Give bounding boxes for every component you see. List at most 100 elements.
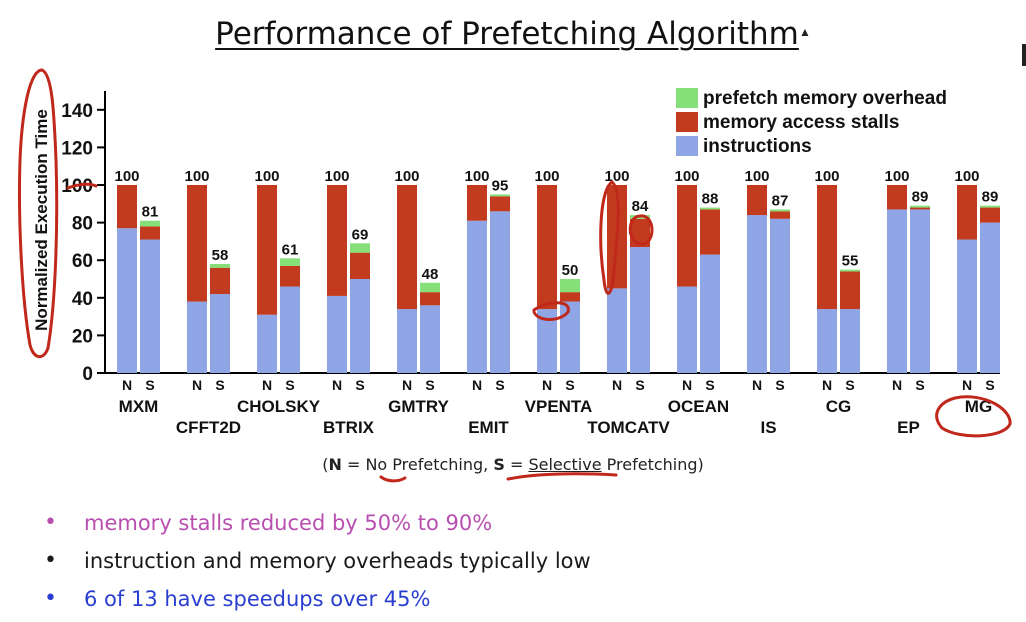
bar-segment-stalls [560,292,580,302]
bar-segment-stalls [957,185,977,240]
bar-total-label: 48 [422,266,439,283]
bar-segment-stalls [397,185,417,310]
bullet-dot-icon: • [44,510,57,535]
bar-x-label: N [682,377,692,393]
bar-x-label: S [355,377,364,393]
bullet-dot-icon: • [44,548,57,573]
bar-segment-stalls [117,185,137,229]
bar-x-label: S [635,377,644,393]
category-label: MG [965,397,992,416]
category-label: CFFT2D [176,418,241,437]
bar-segment-instructions [117,228,137,373]
bar-segment-instructions [840,309,860,373]
bar-x-label: S [775,377,784,393]
bar-total-label: 89 [912,189,929,206]
bar-segment-overhead [490,194,510,197]
bar-total-label: 100 [534,168,559,185]
bar-x-label: S [145,377,154,393]
bar-segment-instructions [700,254,720,373]
ink-underline-selective [506,472,618,481]
bar-segment-stalls [770,211,790,219]
y-tick-label: 120 [61,138,93,159]
y-axis-label: Normalized Execution Time [32,109,51,331]
bar-total-label: 69 [352,226,369,243]
bar-segment-instructions [467,220,487,373]
bar-segment-overhead [910,205,930,208]
y-tick-label: 140 [61,101,93,122]
bar-segment-instructions [537,309,557,373]
bar-segment-stalls [467,185,487,221]
bar-segment-instructions [980,222,1000,373]
ink-circle-vpenta [532,301,570,321]
bar-segment-stalls [980,207,1000,223]
bar-x-label: N [262,377,272,393]
bullet-item: • instruction and memory overheads typica… [40,546,591,584]
bar-segment-instructions [327,295,347,373]
bar-segment-stalls [280,265,300,287]
note-n-key: N [328,455,342,474]
bar-x-label: S [705,377,714,393]
bar-segment-instructions [210,294,230,373]
bar-total-label: 100 [184,168,209,185]
legend-label: memory access stalls [703,112,899,133]
note-s-text: Selective [528,455,602,474]
bar-segment-stalls [420,292,440,306]
bar-segment-stalls [350,252,370,279]
bar-segment-instructions [630,247,650,373]
bullet-list: • memory stalls reduced by 50% to 90% • in… [40,508,591,622]
slide-title: Performance of Prefetching Algorithm [215,16,799,52]
bar-x-label: N [402,377,412,393]
bar-segment-instructions [957,239,977,373]
bar-segment-instructions [770,218,790,373]
ink-mark-tomcatv-n [599,180,620,295]
note-n-text: No Prefetching [365,455,484,474]
bar-total-label: 100 [394,168,419,185]
bar-segment-stalls [490,196,510,212]
bar-segment-overhead [280,258,300,266]
bar-segment-overhead [840,269,860,272]
legend-swatch [676,112,698,132]
bar-x-label: N [822,377,832,393]
bar-segment-overhead [350,243,370,253]
bar-total-label: 100 [324,168,349,185]
bar-total-label: 100 [674,168,699,185]
category-label: BTRIX [323,418,375,437]
bar-segment-stalls [257,185,277,315]
bar-segment-instructions [607,288,627,373]
bar-total-label: 100 [744,168,769,185]
legend-note: (N = No Prefetching, S = Selective Prefe… [322,455,704,474]
y-tick-label: 20 [72,326,93,347]
bar-segment-instructions [910,209,930,373]
bar-segment-stalls [187,185,207,302]
bar-x-label: N [752,377,762,393]
legend-swatch [676,88,698,108]
bar-segment-instructions [677,286,697,373]
legend-swatch [676,136,698,156]
bar-total-label: 88 [702,191,719,208]
bullet-item: • 6 of 13 have speedups over 45% [40,584,591,622]
y-tick-label: 40 [72,289,93,310]
ink-circle-tomcatv-s [628,214,654,246]
bar-x-label: S [495,377,504,393]
bar-x-label: N [612,377,622,393]
bar-total-label: 50 [562,262,579,279]
category-label: MXM [119,397,159,416]
bar-segment-instructions [257,314,277,373]
bar-segment-overhead [980,205,1000,208]
bar-segment-stalls [210,267,230,295]
bar-total-label: 89 [982,189,999,206]
ink-circle-mg [935,395,1012,438]
bar-segment-instructions [350,279,370,373]
bar-x-label: S [915,377,924,393]
bar-x-label: N [962,377,972,393]
bar-segment-instructions [140,239,160,373]
bar-segment-instructions [747,215,767,373]
bar-total-label: 55 [842,253,859,270]
category-label: CHOLSKY [237,397,321,416]
legend-label: instructions [703,136,812,157]
bar-segment-overhead [210,263,230,268]
bar-total-label: 81 [142,204,159,221]
legend-label: prefetch memory overhead [703,88,947,109]
bar-x-label: S [215,377,224,393]
bar-segment-stalls [887,185,907,210]
